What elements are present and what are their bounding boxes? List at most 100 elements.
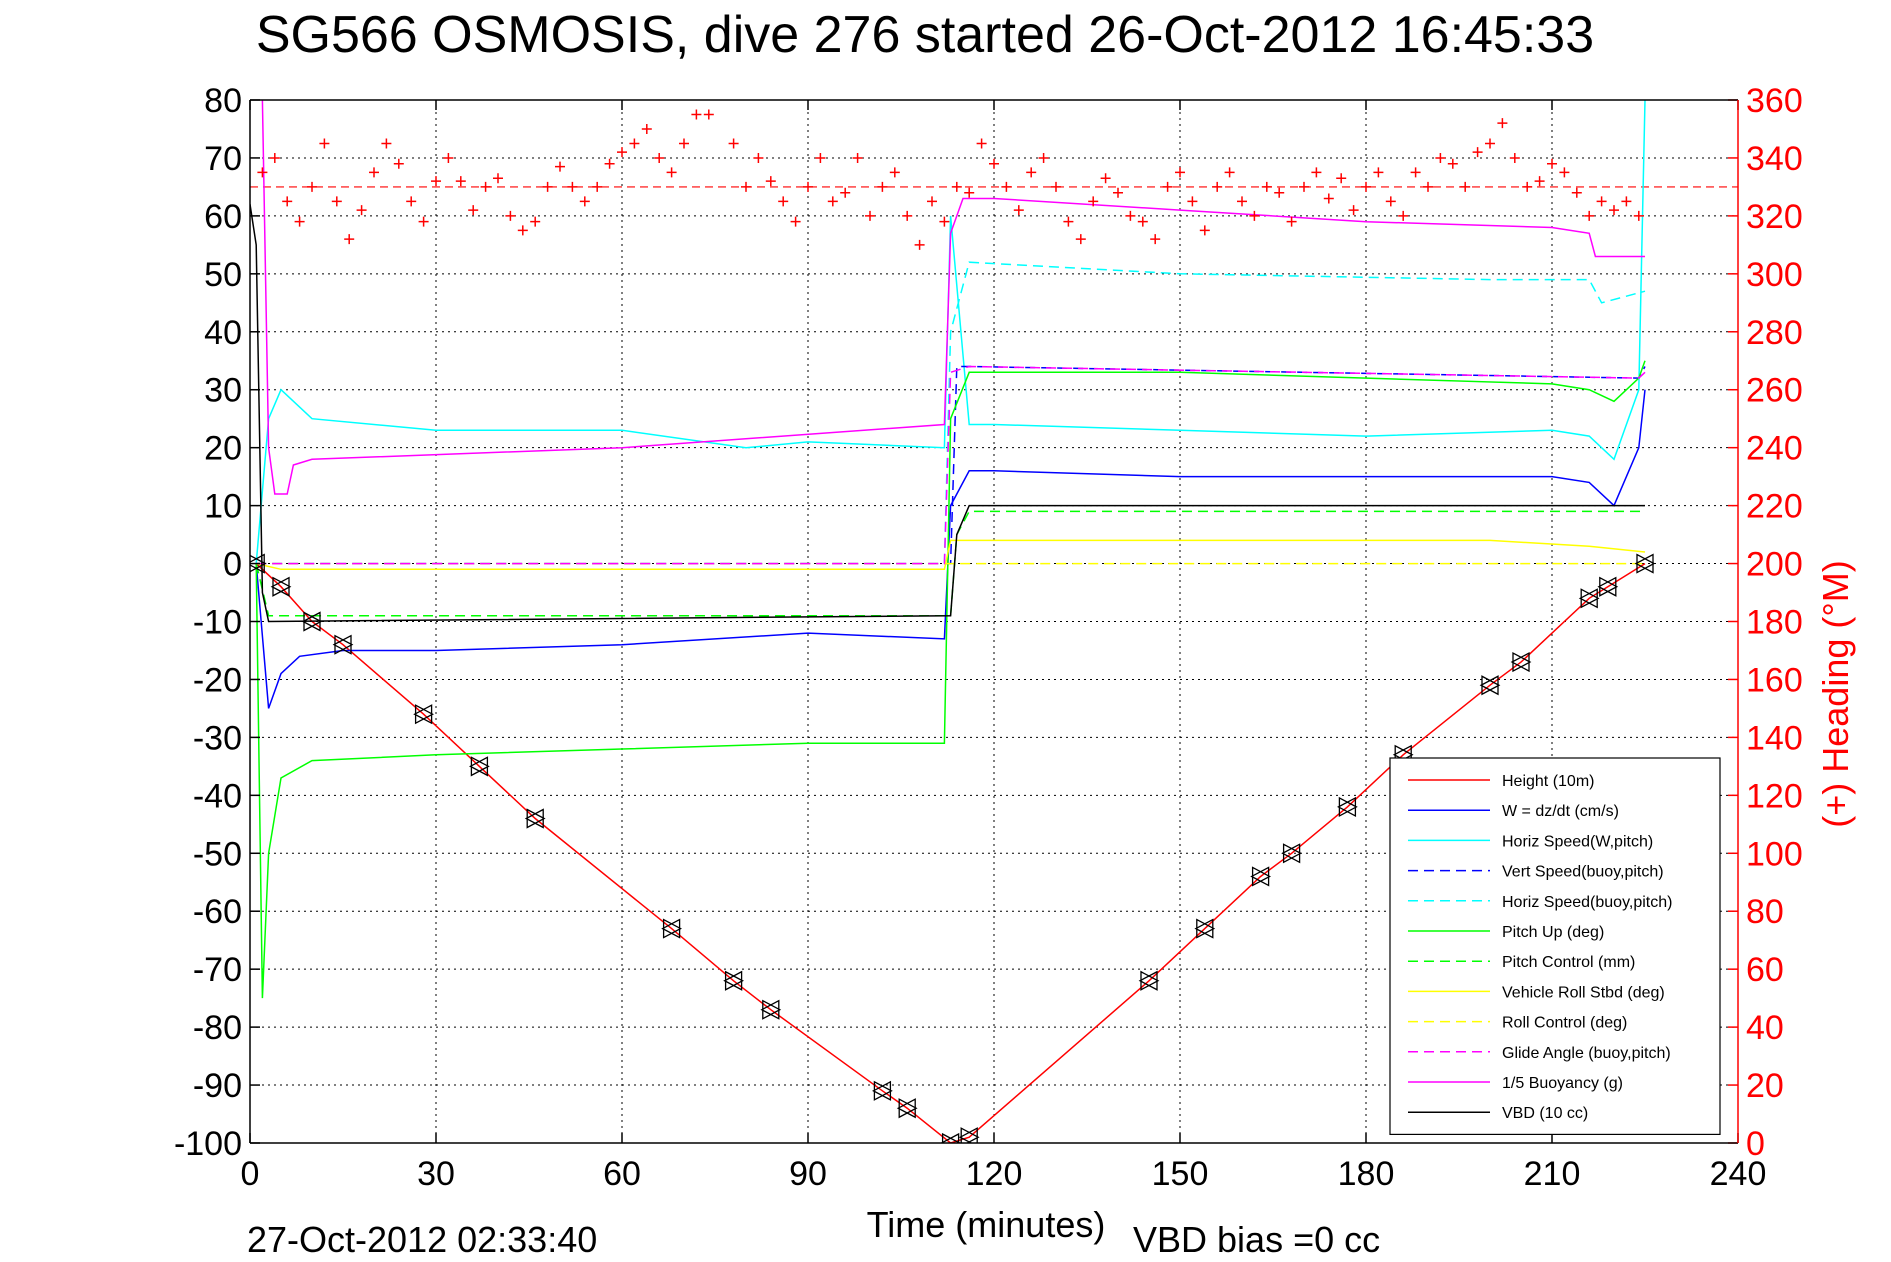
height-marker (661, 918, 682, 939)
heading-point (282, 196, 293, 207)
heading-point (1001, 181, 1012, 192)
y2-tick-label: 340 (1746, 140, 1803, 178)
y-tick-label: 70 (204, 140, 242, 178)
y2-tick-label: 20 (1746, 1067, 1784, 1105)
heading-point (716, 89, 726, 99)
legend-label: Horiz Speed(buoy,pitch) (1502, 894, 1672, 911)
height-marker (250, 553, 267, 574)
series-w-dz-dt-cm-s-line (255, 389, 1646, 709)
y-tick-label: -40 (193, 777, 242, 815)
heading-point (976, 138, 987, 149)
y2-tick-label: 200 (1746, 546, 1803, 584)
legend-label: Vehicle Roll Stbd (deg) (1502, 984, 1665, 1001)
x-tick-label: 150 (1152, 1155, 1209, 1193)
y2-tick-label: 260 (1746, 372, 1803, 410)
y2-tick-label: 60 (1746, 951, 1784, 989)
heading-point (1026, 167, 1037, 178)
legend-label: Height (10m) (1502, 773, 1594, 790)
y-tick-label: 10 (204, 488, 242, 526)
heading-point (604, 158, 615, 169)
heading-point (1075, 234, 1086, 245)
legend-label: Pitch Up (deg) (1502, 924, 1604, 941)
heading-point (1013, 205, 1024, 216)
height-marker (301, 611, 323, 632)
legend-label: W = dz/dt (cm/s) (1502, 803, 1619, 820)
x-tick-label: 180 (1338, 1155, 1395, 1193)
heading-point (939, 216, 950, 227)
heading-point (1299, 181, 1309, 192)
heading-point (765, 176, 776, 187)
heading-point (1559, 167, 1570, 178)
heading-point (889, 167, 900, 178)
y2-tick-label: 0 (1746, 1125, 1765, 1163)
heading-point (927, 196, 937, 207)
x-tick-label: 60 (603, 1155, 641, 1193)
x-tick-label: 120 (966, 1155, 1023, 1193)
height-marker (469, 756, 490, 777)
heading-point (654, 152, 665, 163)
heading-point (1361, 181, 1371, 192)
heading-point (1063, 216, 1074, 227)
y2-tick-label: 240 (1746, 430, 1803, 468)
heading-point (1199, 225, 1210, 236)
x-tick-label: 210 (1524, 1155, 1581, 1193)
heading-point (1534, 176, 1545, 187)
heading-point (1410, 167, 1421, 178)
heading-point (641, 123, 652, 134)
y-tick-label: -90 (193, 1067, 242, 1105)
series-horiz-speed-buoy-pitch-line (256, 261, 1646, 565)
heading-point (1187, 196, 1198, 207)
heading-point (1249, 210, 1260, 221)
y2-tick-label: 220 (1746, 488, 1803, 526)
heading-point (530, 216, 541, 227)
heading-point (703, 109, 714, 120)
y-tick-label: -10 (193, 604, 242, 642)
heading-point (294, 216, 305, 227)
y2-tick-label: 320 (1746, 198, 1803, 236)
y-tick-label: 30 (204, 372, 242, 410)
height-marker (413, 704, 434, 725)
heading-point (1051, 181, 1061, 192)
heading-point (1237, 196, 1247, 207)
heading-point (902, 210, 913, 221)
heading-point (741, 181, 751, 192)
heading-point (1485, 138, 1495, 149)
heading-point (1460, 181, 1471, 192)
y2-tick-label: 40 (1746, 1009, 1784, 1047)
y-tick-label: 80 (204, 82, 242, 120)
height-marker (1250, 866, 1271, 887)
heading-point (344, 234, 355, 245)
y-tick-label: -30 (193, 719, 242, 757)
y2-tick-label: 160 (1746, 661, 1803, 699)
legend-label: Roll Control (deg) (1502, 1015, 1627, 1032)
heading-point (1522, 181, 1533, 192)
chart-title: SG566 OSMOSIS, dive 276 started 26-Oct-2… (256, 6, 1594, 64)
heading-point (555, 161, 565, 172)
series-1-5-buoyancy-g-line (261, 100, 1645, 495)
y-tick-label: -70 (193, 951, 242, 989)
height-marker (270, 576, 292, 597)
x-tick-label: 30 (417, 1155, 455, 1193)
heading-point (629, 138, 640, 149)
y-tick-label: 20 (204, 430, 242, 468)
y-tick-label: 0 (223, 546, 242, 584)
heading-point (778, 196, 789, 207)
y2-tick-label: 300 (1746, 256, 1803, 294)
height-marker (1281, 843, 1302, 864)
y-tick-label: -100 (174, 1125, 242, 1163)
heading-point (827, 196, 838, 207)
height-marker (1138, 970, 1160, 991)
series-glide-angle-buoy-pitch-line (256, 365, 1646, 565)
heading-point (369, 167, 379, 178)
height-marker (872, 1080, 893, 1101)
height-marker (1479, 675, 1501, 696)
height-marker (896, 1098, 918, 1119)
heading-point (1435, 152, 1446, 163)
legend: Height (10m) W = dz/dt (cm/s) Horiz Speed(… (1389, 757, 1721, 1135)
height-marker (1634, 553, 1656, 574)
footer-vbd-bias: VBD bias =0 cc (1133, 1219, 1380, 1260)
heading-point (1609, 205, 1619, 216)
y2-tick-label: 100 (1746, 835, 1803, 873)
heading-point (592, 181, 603, 192)
